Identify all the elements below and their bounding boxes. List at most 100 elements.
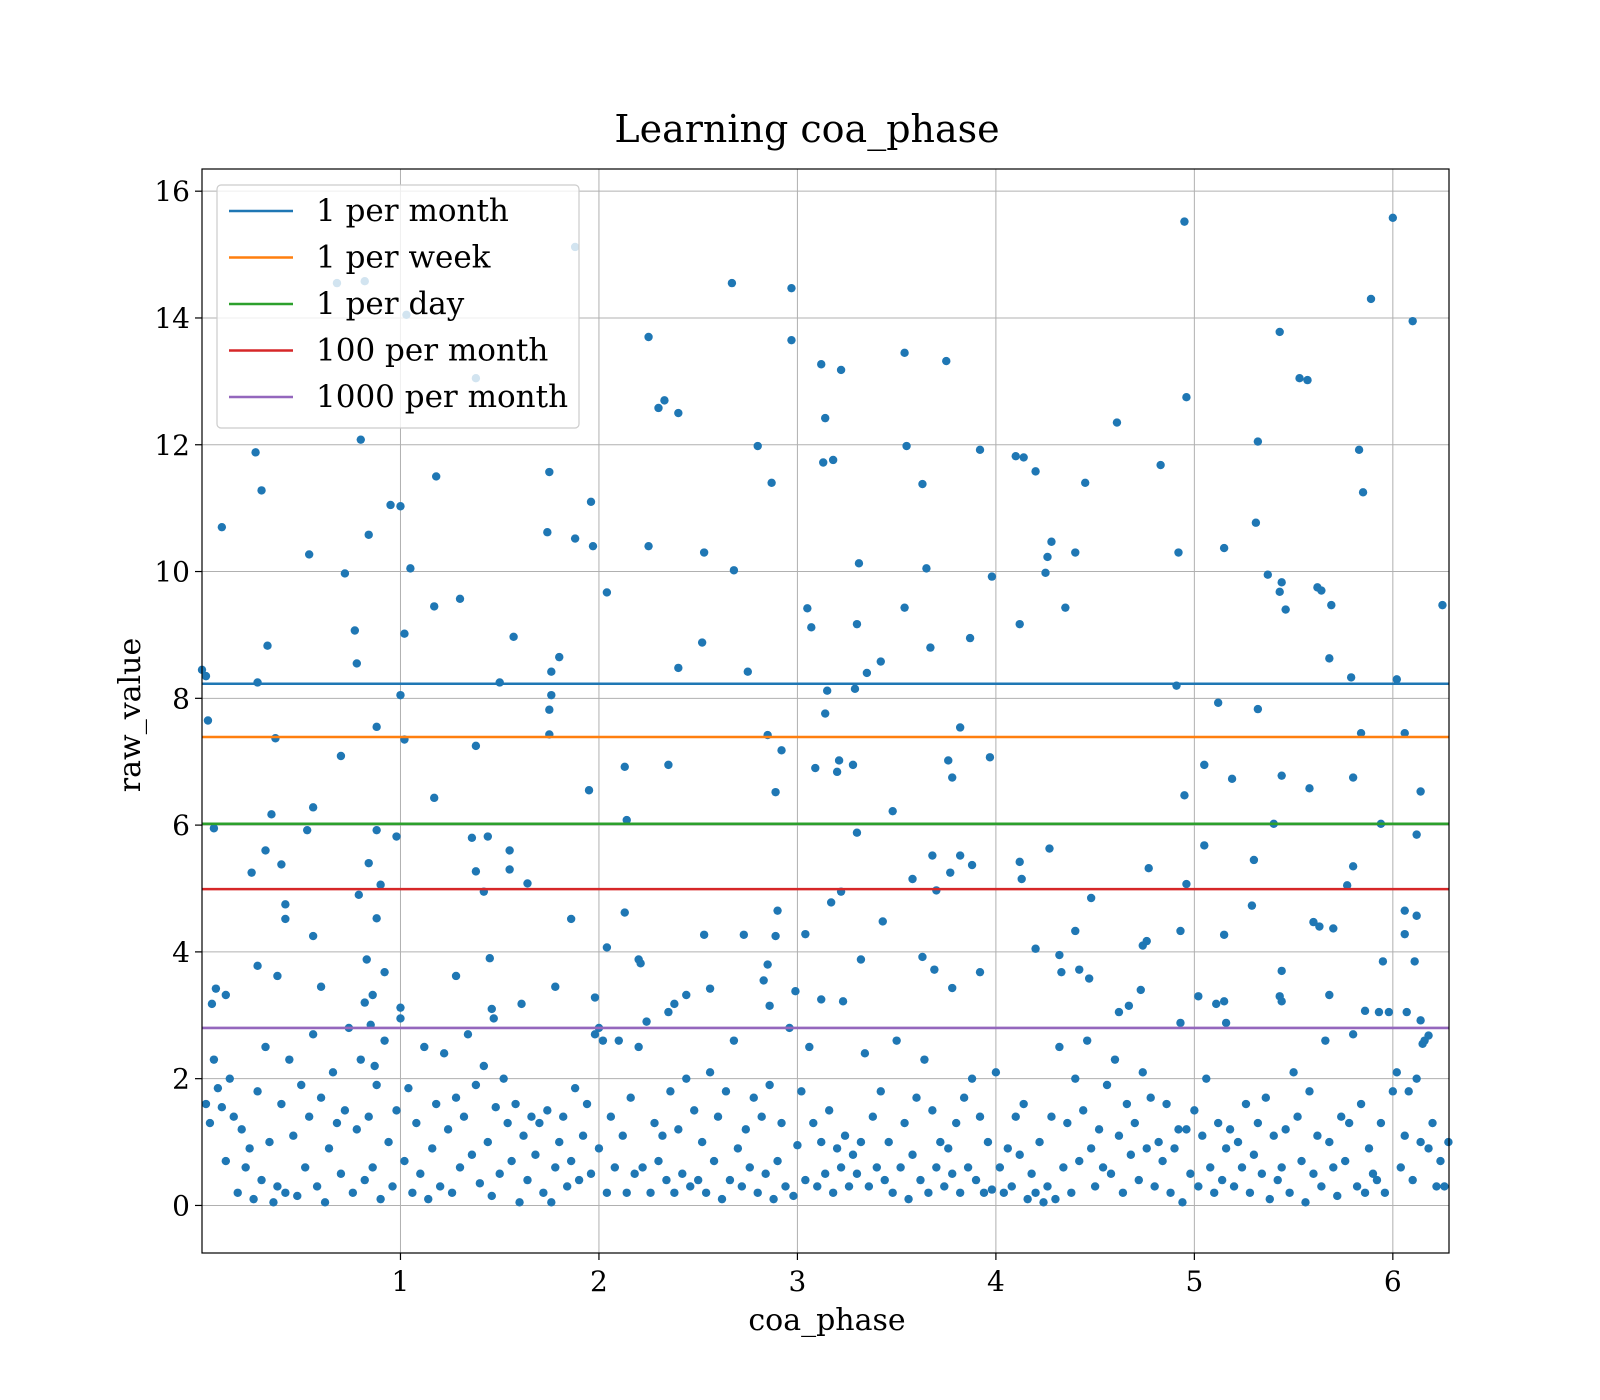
data-point (261, 846, 270, 855)
data-point (1084, 974, 1094, 983)
data-point (590, 993, 600, 1002)
data-point (1047, 1112, 1056, 1121)
data-point (765, 1080, 774, 1090)
data-point (765, 1001, 774, 1010)
data-point (697, 1137, 707, 1147)
data-point (555, 652, 564, 662)
data-point (1227, 774, 1237, 784)
data-point (664, 760, 673, 770)
data-point (1356, 728, 1366, 738)
data-point (1045, 844, 1054, 853)
data-point (356, 1055, 365, 1064)
data-point (904, 1194, 913, 1204)
data-point (771, 931, 780, 941)
data-point (1011, 451, 1020, 461)
data-point (217, 522, 227, 532)
data-point (878, 917, 887, 926)
data-point (439, 1049, 449, 1058)
data-point (515, 1198, 524, 1207)
data-point (431, 472, 441, 481)
data-point (535, 1118, 544, 1128)
data-point (1144, 864, 1153, 873)
data-point (1071, 1074, 1080, 1083)
data-point (1416, 787, 1425, 796)
data-point (1035, 1137, 1044, 1147)
data-point (225, 1074, 234, 1083)
data-point (467, 1150, 477, 1159)
data-point (682, 1074, 691, 1083)
data-point (1313, 1131, 1322, 1140)
data-point (743, 667, 752, 676)
data-point (1400, 929, 1409, 939)
data-point (489, 1014, 498, 1023)
data-point (503, 1118, 512, 1128)
legend-label: 1 per day (316, 286, 465, 322)
data-point (638, 1163, 647, 1172)
data-point (1098, 1163, 1108, 1172)
data-point (817, 1137, 826, 1147)
data-point (519, 1131, 528, 1140)
data-point (729, 1036, 739, 1045)
data-point (1275, 587, 1284, 597)
data-point (614, 1036, 623, 1045)
data-point (602, 588, 612, 597)
data-point (384, 1137, 393, 1147)
data-point (876, 1087, 885, 1096)
data-point (717, 1194, 727, 1204)
data-point (705, 1068, 715, 1077)
data-point (922, 564, 931, 573)
data-point (1325, 990, 1334, 1000)
data-point (1206, 1163, 1215, 1172)
data-point (483, 1137, 492, 1147)
data-point (471, 1080, 481, 1090)
data-point (471, 867, 481, 876)
data-point (1410, 957, 1419, 966)
data-point (1245, 1188, 1255, 1197)
data-point (370, 1061, 379, 1071)
data-point (1170, 1144, 1179, 1153)
data-point (674, 1125, 683, 1134)
data-point (674, 408, 683, 418)
data-point (987, 572, 997, 581)
data-point (697, 638, 707, 647)
data-point (955, 851, 965, 860)
data-point (1364, 1144, 1374, 1153)
data-point (836, 1163, 846, 1172)
data-point (257, 486, 266, 495)
data-point (773, 1156, 782, 1166)
data-point (686, 1182, 695, 1191)
data-point (281, 1188, 290, 1197)
data-point (1063, 1118, 1072, 1128)
data-point (265, 1137, 274, 1147)
y-tick-label: 12 (154, 429, 190, 462)
data-point (767, 478, 776, 487)
data-point (848, 760, 858, 770)
data-point (1166, 1188, 1175, 1197)
data-point (455, 594, 465, 603)
data-point (701, 1188, 711, 1197)
data-point (372, 722, 381, 732)
data-point (634, 1042, 643, 1052)
data-point (896, 1163, 905, 1172)
data-point (1412, 911, 1421, 920)
data-point (1015, 619, 1024, 629)
data-point (1176, 926, 1185, 936)
data-point (1071, 548, 1080, 557)
data-point (1112, 418, 1122, 427)
data-point (983, 1137, 993, 1147)
data-point (918, 952, 927, 962)
data-point (336, 751, 346, 761)
data-point (1251, 518, 1261, 527)
data-point (995, 1163, 1005, 1172)
data-point (1253, 1118, 1263, 1128)
data-point (1086, 1144, 1096, 1153)
data-point (354, 890, 363, 900)
data-point (487, 1191, 496, 1201)
data-point (1440, 1182, 1449, 1191)
data-point (824, 1106, 834, 1115)
data-point (834, 756, 844, 765)
data-point (1190, 1106, 1199, 1115)
data-point (1041, 568, 1050, 578)
data-point (1380, 1188, 1390, 1197)
data-point (1273, 1175, 1282, 1185)
